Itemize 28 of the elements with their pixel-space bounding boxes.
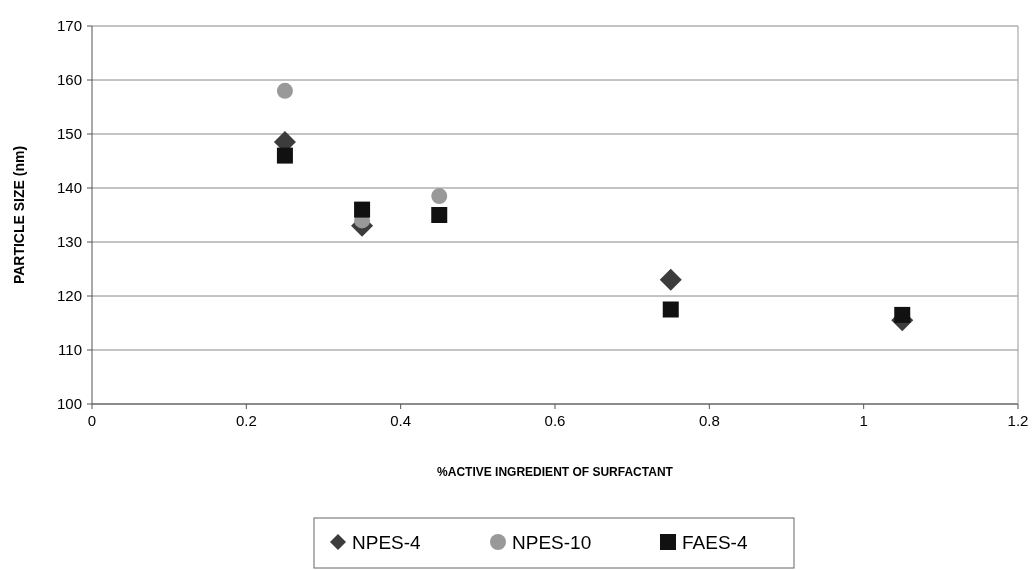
x-axis-title: %ACTIVE INGREDIENT OF SURFACTANT <box>437 465 674 479</box>
y-tick-label: 110 <box>58 341 82 359</box>
y-axis-title: PARTICLE SIZE (nm) <box>11 145 27 285</box>
x-tick-label: 1 <box>859 412 868 429</box>
y-tick-label: 170 <box>56 17 82 35</box>
x-tick-label: 0 <box>87 412 97 429</box>
legend-label: NPES-10 <box>512 531 592 553</box>
y-tick-label: 140 <box>56 179 82 197</box>
legend-label: NPES-4 <box>352 531 422 553</box>
y-tick-label: 150 <box>56 125 82 143</box>
x-tick-label: 0.6 <box>544 412 566 429</box>
x-tick-label: 0.4 <box>390 412 412 429</box>
legend-label: FAES-4 <box>682 531 748 553</box>
point <box>276 147 293 164</box>
point <box>276 82 293 99</box>
point <box>662 301 679 318</box>
point <box>659 268 682 291</box>
point <box>431 188 448 205</box>
point <box>354 201 371 218</box>
y-tick-label: 120 <box>56 287 82 305</box>
point <box>894 306 911 323</box>
y-tick-label: 100 <box>56 395 82 413</box>
y-tick-label: 160 <box>56 71 82 89</box>
y-tick-label: 130 <box>56 233 82 251</box>
x-tick-label: 1.2 <box>1007 412 1029 429</box>
x-tick-label: 0.8 <box>698 412 720 429</box>
point <box>431 207 448 223</box>
x-tick-label: 0.2 <box>235 412 257 429</box>
